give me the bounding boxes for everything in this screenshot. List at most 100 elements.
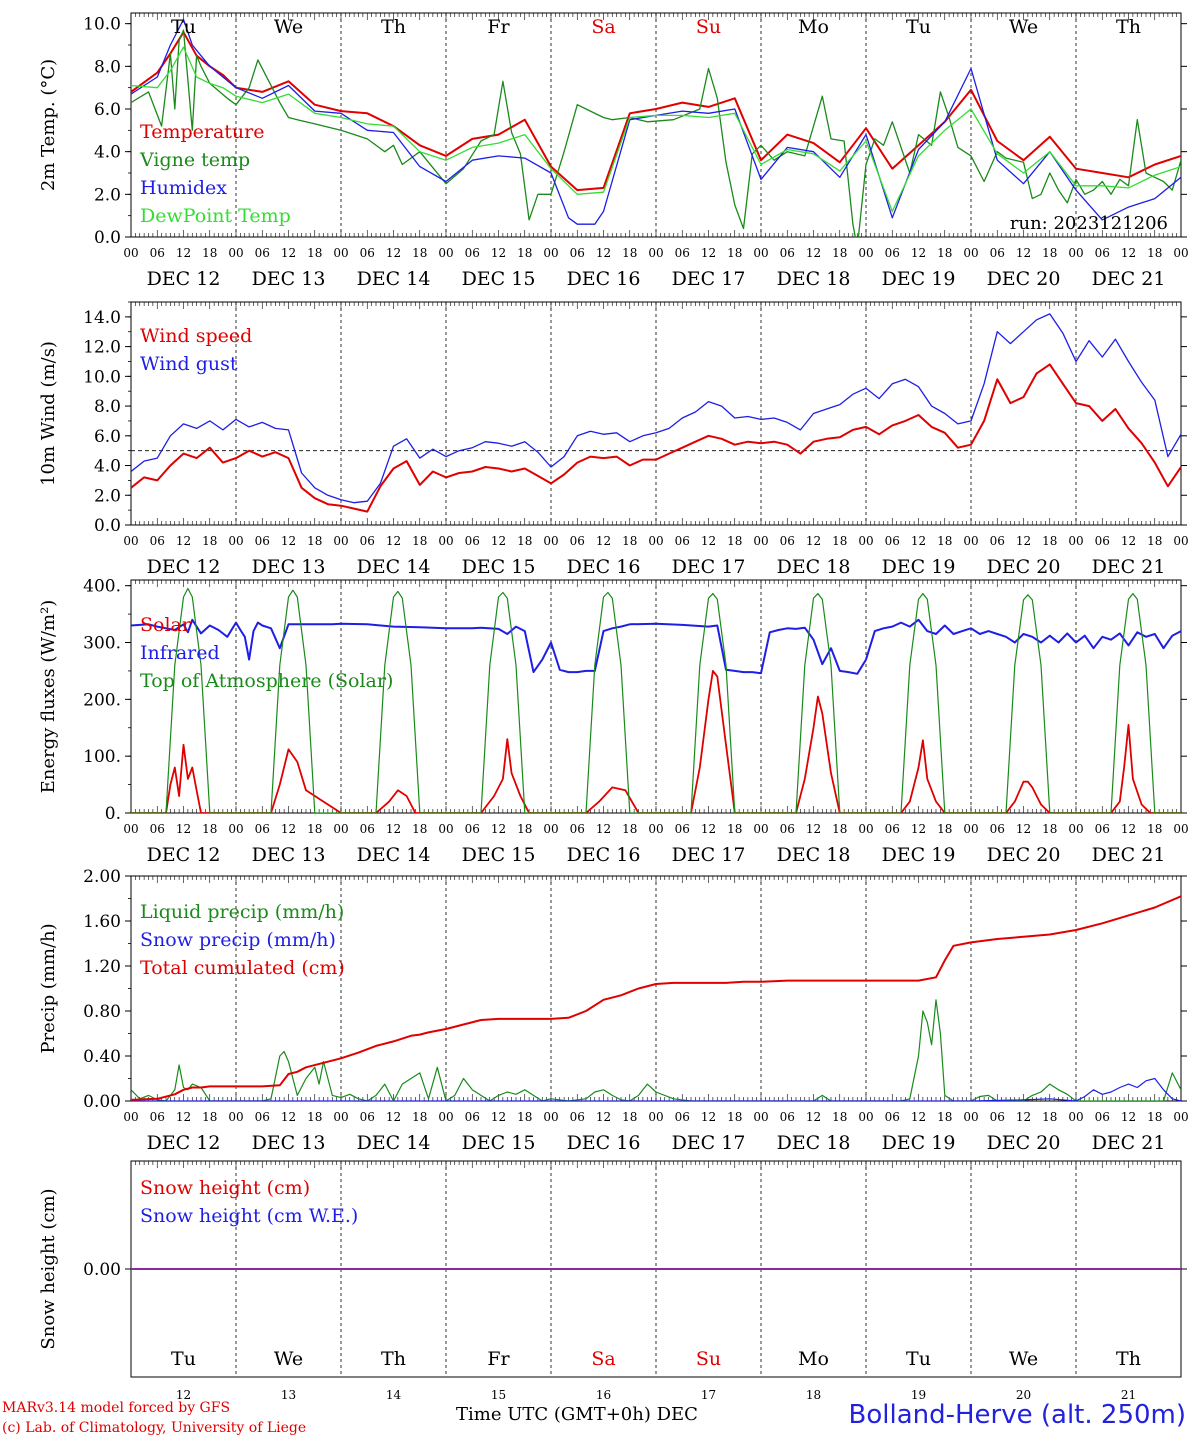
date-label: DEC 21 [1092,556,1166,578]
hour-label: 18 [937,534,952,548]
day-number-label: 21 [1121,1388,1136,1402]
day-number-label: 18 [806,1388,821,1402]
hour-label: 18 [937,1110,952,1124]
model-credit: MARv3.14 model forced by GFS [2,1400,231,1416]
hour-label: 00 [963,822,978,836]
hour-label: 18 [727,534,742,548]
hour-label: 18 [412,822,427,836]
date-label: DEC 14 [357,844,431,866]
hour-label: 12 [911,822,926,836]
series-line [131,313,1181,504]
hour-label: 18 [1147,1110,1162,1124]
hour-label: 00 [1173,1110,1188,1124]
hour-label: 00 [963,246,978,260]
hour-label: 06 [360,822,375,836]
day-number-label: 14 [386,1388,402,1402]
y-tick-label: 0.40 [83,1047,121,1067]
date-label: DEC 18 [777,1132,851,1154]
weekday-label: We [1009,1348,1038,1370]
weekday-label: We [274,1348,303,1370]
hour-label: 18 [622,534,637,548]
y-tick-label: 2.0 [94,185,121,205]
hour-label: 12 [596,822,611,836]
hour-label: 18 [412,246,427,260]
series-line [131,670,1181,813]
hour-label: 00 [123,534,138,548]
hour-label: 18 [517,246,532,260]
hour-label: 12 [281,822,296,836]
series-line [131,18,1181,225]
hour-label: 18 [1042,534,1057,548]
hour-label: 06 [1095,534,1110,548]
hour-label: 06 [570,246,585,260]
hour-label: 00 [1173,534,1188,548]
y-axis-label: Snow height (cm) [38,1188,59,1349]
date-label: DEC 12 [147,1132,221,1154]
hour-label: 00 [858,534,873,548]
series-line [131,31,1181,192]
hour-label: 12 [596,246,611,260]
date-label: DEC 20 [987,556,1061,578]
hour-label: 06 [570,822,585,836]
day-number-label: 19 [911,1388,926,1402]
hour-label: 00 [543,534,558,548]
hour-label: 00 [753,534,768,548]
hour-label: 06 [990,246,1005,260]
y-tick-label: 4.0 [94,143,121,163]
day-number-label: 12 [176,1388,191,1402]
hour-label: 12 [176,534,191,548]
date-label: DEC 19 [882,844,956,866]
hour-label: 00 [963,534,978,548]
date-label: DEC 15 [462,268,536,290]
date-label: DEC 21 [1092,268,1166,290]
date-label: DEC 15 [462,556,536,578]
hour-label: 18 [202,822,217,836]
hour-label: 06 [675,822,690,836]
hour-label: 18 [517,534,532,548]
hour-label: 18 [1147,246,1162,260]
hour-label: 00 [858,822,873,836]
hour-label: 18 [937,246,952,260]
hour-label: 12 [176,1110,191,1124]
date-label: DEC 19 [882,1132,956,1154]
hour-label: 00 [753,1110,768,1124]
hour-label: 06 [255,822,270,836]
hour-label: 00 [963,1110,978,1124]
hour-label: 00 [123,822,138,836]
date-label: DEC 21 [1092,844,1166,866]
series-line [131,29,1181,237]
hour-label: 12 [386,534,401,548]
hour-label: 00 [438,246,453,260]
hour-label: 06 [675,1110,690,1124]
date-label: DEC 18 [777,556,851,578]
y-tick-label: 100. [83,747,121,767]
weekday-label: Tu [906,16,931,38]
series-line [131,46,1181,213]
weekday-label: Mo [798,16,829,38]
legend-label: DewPoint Temp [140,205,291,227]
hour-label: 18 [1042,246,1057,260]
hour-label: 12 [596,1110,611,1124]
hour-label: 18 [202,1110,217,1124]
hour-label: 00 [1068,1110,1083,1124]
hour-label: 12 [176,246,191,260]
hour-label: 06 [780,246,795,260]
y-tick-label: 12.0 [83,338,121,358]
weekday-label: Su [696,16,721,38]
hour-label: 06 [780,534,795,548]
hour-label: 06 [1095,246,1110,260]
legend-label: Snow height (cm W.E.) [140,1205,358,1227]
date-label: DEC 12 [147,844,221,866]
hour-label: 18 [307,822,322,836]
hour-label: 12 [281,1110,296,1124]
y-tick-label: 8.0 [94,57,121,77]
weekday-label: Th [381,1348,406,1370]
hour-label: 12 [596,534,611,548]
hour-label: 06 [885,246,900,260]
date-label: DEC 13 [252,556,326,578]
y-tick-label: 0.0 [94,228,121,248]
hour-label: 18 [517,1110,532,1124]
series-line [131,1077,1181,1101]
hour-label: 00 [648,246,663,260]
